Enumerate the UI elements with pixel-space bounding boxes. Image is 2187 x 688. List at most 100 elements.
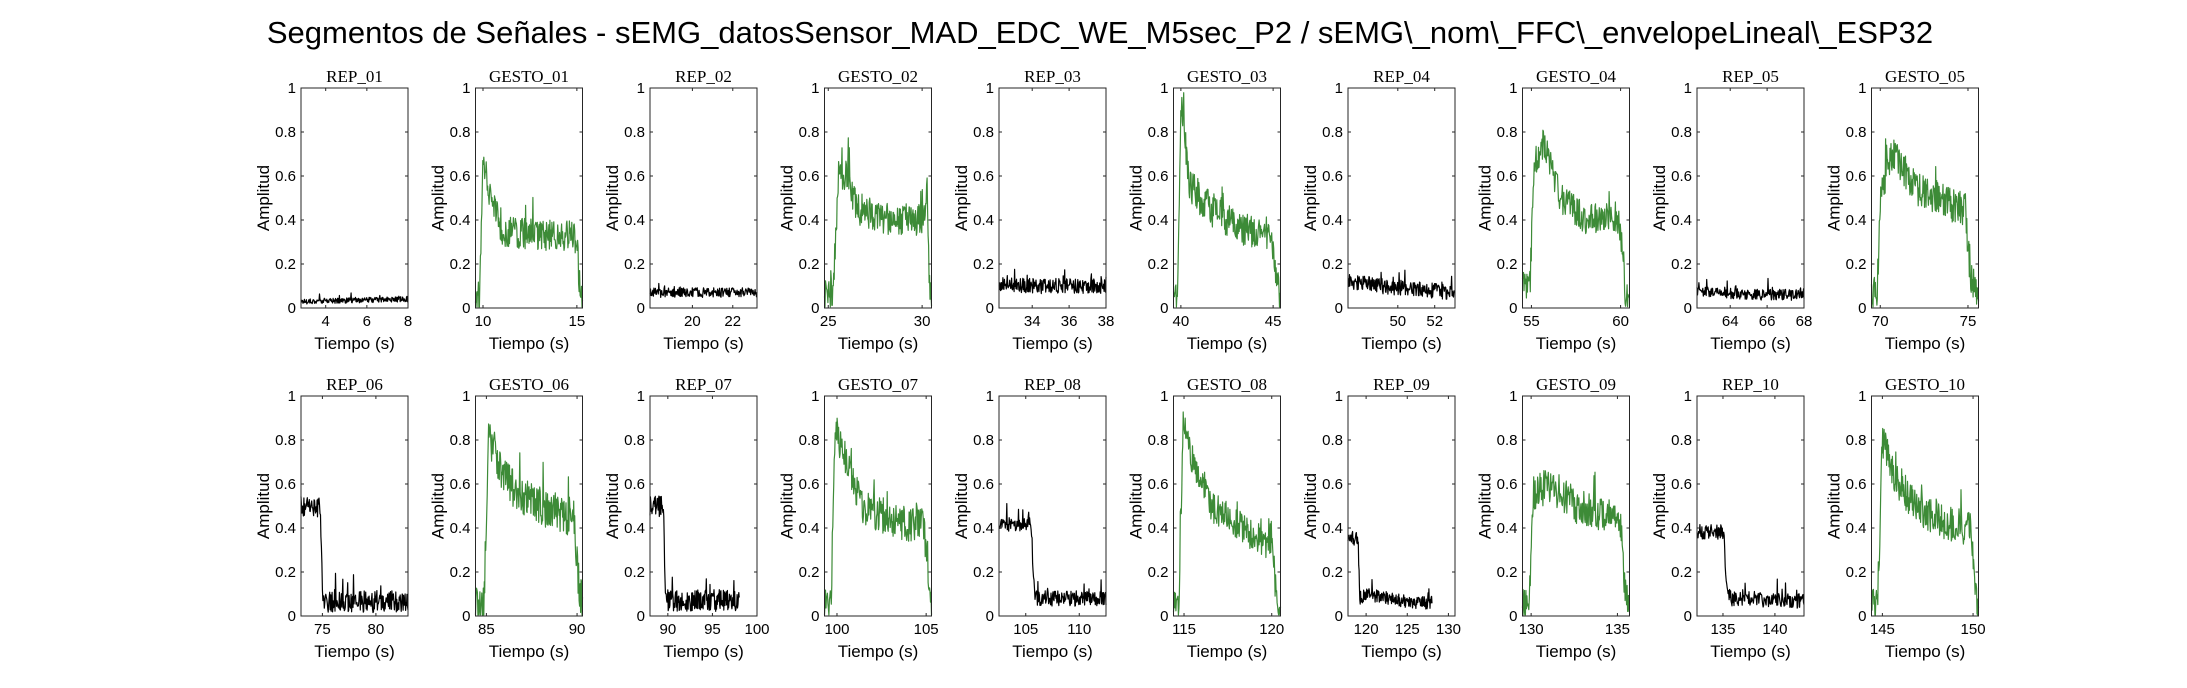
y-axis-label: Amplitud [778,165,797,231]
y-tick-label: 0.2 [1846,564,1867,581]
subplot-rep-08: REP_08 0 0.2 0.4 0.6 0.8 1 105 110 Tiempo (s) Ampl… [952,375,1107,661]
y-tick-label: 0.4 [624,520,645,537]
axes-box [1173,87,1281,309]
x-axis-label: Tiempo (s) [1710,334,1791,353]
y-tick-label: 0.8 [1846,124,1867,141]
y-tick-label: 0.6 [1671,168,1692,185]
x-axis-label: Tiempo (s) [1536,642,1617,661]
y-tick-label: 0.8 [1322,432,1343,449]
x-tick-label: 100 [744,621,769,638]
axes-box [300,87,409,309]
x-tick-label: 90 [569,621,586,638]
y-tick-label: 1 [637,388,645,405]
subplot-gesto-08: GESTO_08 0 0.2 0.4 0.6 0.8 1 115 120 Tiempo (s) Am… [1127,375,1285,661]
y-tick-label: 0.8 [1497,432,1518,449]
x-tick-label: 8 [404,313,412,330]
axes-box [475,87,583,309]
y-tick-label: 1 [1858,80,1866,97]
x-tick-label: 68 [1796,313,1813,330]
subplot-title: REP_10 [1722,375,1779,394]
x-tick-label: 50 [1389,313,1406,330]
x-tick-label: 120 [1259,621,1284,638]
y-tick-label: 0.6 [1322,476,1343,493]
axes-box [1696,395,1805,617]
axes-box [998,87,1107,309]
axes-box [300,395,409,617]
x-axis-label: Tiempo (s) [1885,334,1966,353]
x-tick-label: 120 [1354,621,1379,638]
y-tick-label: 0.4 [1671,520,1692,537]
y-tick-label: 1 [811,80,819,97]
x-tick-label: 100 [824,621,849,638]
x-tick-label: 38 [1098,313,1115,330]
y-tick-label: 0.6 [450,168,471,185]
y-tick-label: 0.8 [973,432,994,449]
y-tick-label: 0.6 [973,168,994,185]
y-tick-label: 1 [288,388,296,405]
x-tick-label: 140 [1762,621,1787,638]
x-tick-label: 10 [475,313,492,330]
y-tick-label: 0.6 [1671,476,1692,493]
x-tick-label: 130 [1436,621,1461,638]
signal-line [1172,92,1281,308]
y-tick-label: 0 [637,608,645,625]
y-tick-label: 1 [1684,388,1692,405]
y-tick-label: 1 [1858,388,1866,405]
axes-box [649,87,758,309]
y-axis-label: Amplitud [254,165,273,231]
axes-box [1871,395,1979,617]
subplot-title: REP_02 [675,67,732,86]
axes-box [1347,395,1456,617]
y-tick-label: 0.6 [624,476,645,493]
signal-line [1172,411,1282,616]
y-tick-label: 0.2 [1846,256,1867,273]
x-tick-label: 25 [820,313,837,330]
y-tick-label: 0.8 [1322,124,1343,141]
y-tick-label: 0.6 [450,476,471,493]
y-tick-label: 0.2 [275,256,296,273]
y-tick-label: 0.8 [799,432,820,449]
y-axis-label: Amplitud [778,473,797,539]
y-axis-label: Amplitud [1127,165,1146,231]
y-tick-label: 0.2 [275,564,296,581]
y-tick-label: 0.8 [1497,124,1518,141]
x-tick-label: 150 [1961,621,1986,638]
y-tick-label: 0.4 [799,212,820,229]
subplot-gesto-10: GESTO_10 0 0.2 0.4 0.6 0.8 1 145 150 Tiempo (s) Am… [1825,375,1986,661]
y-tick-label: 1 [637,80,645,97]
axes-box [475,395,583,617]
x-tick-label: 52 [1426,313,1443,330]
x-tick-label: 75 [314,621,331,638]
x-tick-label: 80 [368,621,385,638]
y-tick-label: 0.8 [450,432,471,449]
y-tick-label: 1 [1509,80,1517,97]
y-tick-label: 0 [811,608,819,625]
y-tick-label: 0.8 [1148,432,1169,449]
signal-line [998,268,1107,295]
y-tick-label: 0.8 [275,124,296,141]
y-tick-label: 0.4 [275,212,296,229]
x-axis-label: Tiempo (s) [663,334,744,353]
y-tick-label: 0.2 [624,256,645,273]
x-tick-label: 85 [478,621,495,638]
y-tick-label: 1 [1509,388,1517,405]
axes-box [649,395,758,617]
subplot-rep-04: REP_04 0 0.2 0.4 0.6 0.8 1 50 52 Tiempo (s) Amplit… [1301,67,1456,353]
y-axis-label: Amplitud [603,165,622,231]
y-tick-label: 0.2 [1148,564,1169,581]
x-axis-label: Tiempo (s) [1885,642,1966,661]
x-tick-label: 22 [724,313,741,330]
y-tick-label: 0.6 [624,168,645,185]
signal-line [998,503,1107,607]
subplot-gesto-07: GESTO_07 0 0.2 0.4 0.6 0.8 1 100 105 Tiempo (s) Am… [778,375,939,661]
x-tick-label: 105 [914,621,939,638]
y-tick-label: 0.4 [450,212,471,229]
y-tick-label: 0 [1335,608,1343,625]
x-tick-label: 115 [1172,621,1196,638]
x-tick-label: 20 [684,313,701,330]
y-tick-label: 0.4 [624,212,645,229]
y-tick-label: 0 [462,300,470,317]
axes-box [824,87,932,309]
x-tick-label: 130 [1519,621,1544,638]
